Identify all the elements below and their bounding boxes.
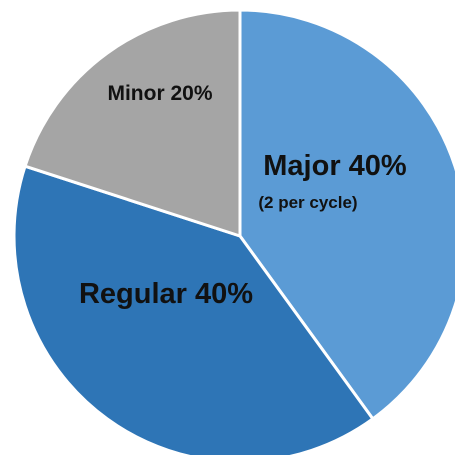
slice-label-major: Major 40% <box>263 150 407 182</box>
slice-label-minor: Minor 20% <box>107 82 212 105</box>
pie-slices <box>12 8 455 455</box>
pie-slice-regular <box>12 164 375 455</box>
slice-sublabel-major: (2 per cycle) <box>258 193 357 212</box>
pie-slice-minor <box>23 8 242 238</box>
slice-label-regular: Regular 40% <box>79 278 253 310</box>
